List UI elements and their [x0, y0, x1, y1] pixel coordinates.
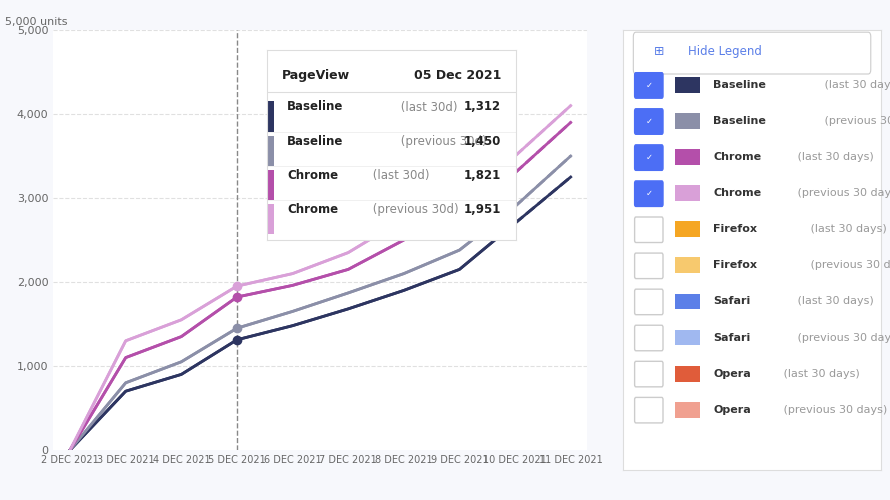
- Text: PageView: PageView: [282, 69, 350, 82]
- Text: (previous 30 days): (previous 30 days): [821, 116, 890, 126]
- Text: Chrome: Chrome: [287, 203, 338, 216]
- FancyBboxPatch shape: [635, 72, 663, 98]
- FancyBboxPatch shape: [675, 258, 700, 274]
- Text: (previous 30 days): (previous 30 days): [807, 260, 890, 270]
- FancyBboxPatch shape: [635, 362, 663, 387]
- Text: Chrome: Chrome: [714, 152, 762, 162]
- Text: Opera: Opera: [714, 404, 751, 414]
- FancyBboxPatch shape: [267, 170, 274, 200]
- Text: (previous 30 days): (previous 30 days): [794, 332, 890, 342]
- FancyBboxPatch shape: [267, 102, 274, 132]
- Text: (last 30 days): (last 30 days): [794, 152, 874, 162]
- Text: ✓: ✓: [645, 152, 652, 162]
- FancyBboxPatch shape: [635, 109, 663, 134]
- Text: (last 30 days): (last 30 days): [821, 80, 890, 90]
- Text: Baseline: Baseline: [287, 100, 344, 114]
- Text: Hide Legend: Hide Legend: [688, 44, 762, 58]
- FancyBboxPatch shape: [635, 217, 663, 242]
- FancyBboxPatch shape: [635, 145, 663, 171]
- Text: (previous 30d): (previous 30d): [397, 134, 486, 147]
- Text: Baseline: Baseline: [714, 80, 766, 90]
- FancyBboxPatch shape: [635, 398, 663, 423]
- Text: Safari: Safari: [714, 296, 750, 306]
- Text: 1,821: 1,821: [464, 169, 501, 182]
- Text: 5,000 units: 5,000 units: [5, 18, 68, 28]
- Text: Safari: Safari: [714, 332, 750, 342]
- FancyBboxPatch shape: [675, 294, 700, 310]
- Text: (last 30 days): (last 30 days): [781, 368, 861, 378]
- Text: 1,450: 1,450: [464, 134, 501, 147]
- FancyBboxPatch shape: [635, 181, 663, 206]
- FancyBboxPatch shape: [635, 325, 663, 351]
- FancyBboxPatch shape: [675, 222, 700, 237]
- FancyBboxPatch shape: [675, 149, 700, 165]
- Text: ✓: ✓: [645, 188, 652, 198]
- FancyBboxPatch shape: [675, 330, 700, 345]
- Text: (last 30d): (last 30d): [369, 169, 430, 182]
- FancyBboxPatch shape: [267, 136, 274, 166]
- Text: ✓: ✓: [645, 116, 652, 126]
- Text: (previous 30 days): (previous 30 days): [781, 404, 887, 414]
- Text: Firefox: Firefox: [714, 224, 757, 234]
- FancyBboxPatch shape: [635, 253, 663, 278]
- Text: 1,312: 1,312: [464, 100, 501, 114]
- Text: Firefox: Firefox: [714, 260, 757, 270]
- Text: 05 Dec 2021: 05 Dec 2021: [414, 69, 501, 82]
- Text: (previous 30 days): (previous 30 days): [794, 188, 890, 198]
- Text: Chrome: Chrome: [714, 188, 762, 198]
- Text: Chrome: Chrome: [287, 169, 338, 182]
- FancyBboxPatch shape: [675, 113, 700, 129]
- Text: Baseline: Baseline: [714, 116, 766, 126]
- FancyBboxPatch shape: [635, 289, 663, 314]
- FancyBboxPatch shape: [675, 366, 700, 382]
- Text: (previous 30d): (previous 30d): [369, 203, 459, 216]
- FancyBboxPatch shape: [675, 402, 700, 417]
- FancyBboxPatch shape: [675, 77, 700, 93]
- Text: ⊞: ⊞: [654, 44, 665, 58]
- FancyBboxPatch shape: [675, 186, 700, 201]
- Text: Baseline: Baseline: [287, 134, 344, 147]
- FancyBboxPatch shape: [267, 204, 274, 234]
- Text: ✓: ✓: [645, 80, 652, 90]
- Text: (last 30d): (last 30d): [397, 100, 457, 114]
- Text: 1,951: 1,951: [464, 203, 501, 216]
- Text: (last 30 days): (last 30 days): [807, 224, 887, 234]
- FancyBboxPatch shape: [634, 32, 870, 74]
- Text: (last 30 days): (last 30 days): [794, 296, 874, 306]
- Text: Opera: Opera: [714, 368, 751, 378]
